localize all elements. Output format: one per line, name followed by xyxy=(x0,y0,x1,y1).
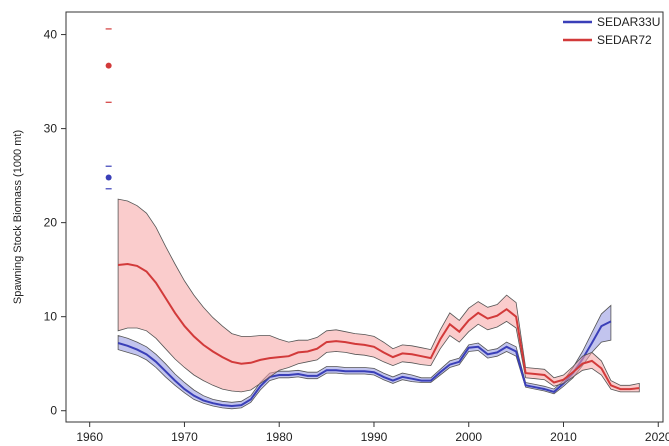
series-line-sedar72 xyxy=(117,262,640,391)
y-tick-label: 10 xyxy=(44,310,58,324)
x-tick-label: 2010 xyxy=(550,430,577,444)
confidence-band-sedar72 xyxy=(117,198,640,393)
x-tick-label: 1990 xyxy=(361,430,388,444)
x-axis: 1960 1970 1980 1990 2000 2010 2020 xyxy=(76,422,669,444)
legend: SEDAR33U SEDAR72 xyxy=(563,15,660,47)
plot-frame xyxy=(65,11,664,423)
x-tick-label: 1980 xyxy=(266,430,293,444)
y-axis-title: Spawning Stock Biomass (1000 mt) xyxy=(12,130,24,304)
y-tick-label: 0 xyxy=(50,404,57,418)
virgin-point-sedar72 xyxy=(105,62,112,69)
y-tick-label: 20 xyxy=(44,216,58,230)
y-tick-label: 30 xyxy=(44,122,58,136)
legend-label-sedar72: SEDAR72 xyxy=(597,33,652,47)
series-layer xyxy=(105,28,640,410)
series-line-sedar33u xyxy=(117,320,612,408)
virgin-point-sedar33u xyxy=(105,174,112,181)
y-axis: 0 10 20 30 40 xyxy=(44,28,66,418)
legend-label-sedar33u: SEDAR33U xyxy=(597,15,660,29)
x-tick-label: 1970 xyxy=(171,430,198,444)
x-tick-label: 2000 xyxy=(455,430,482,444)
x-tick-label: 2020 xyxy=(645,430,669,444)
series-sedar33u xyxy=(105,165,612,410)
confidence-band-sedar33u xyxy=(117,304,612,410)
y-tick-label: 40 xyxy=(44,28,58,42)
x-tick-label: 1960 xyxy=(76,430,103,444)
series-sedar72 xyxy=(105,28,640,393)
